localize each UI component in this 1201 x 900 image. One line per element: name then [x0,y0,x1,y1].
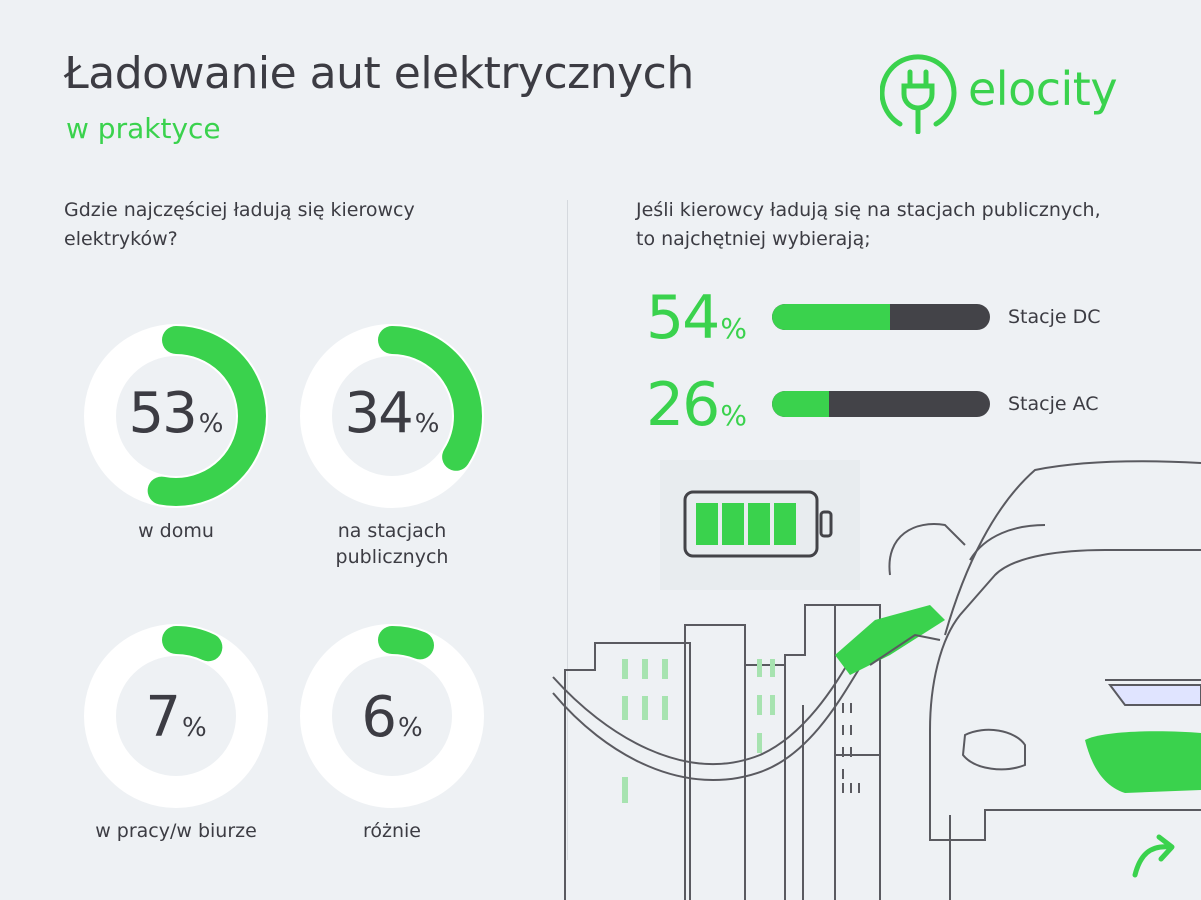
arrow-icon [1132,834,1175,878]
donut-label: na stacjach publicznych [335,520,449,568]
donut-arc [302,626,482,806]
city-skyline-illustration [564,604,881,900]
donut-value: 53% [128,381,224,446]
donut-label: różnie [362,820,421,842]
donut-value: 7% [145,685,207,750]
bar-label: Stacje AC [1008,393,1099,415]
car-illustration [888,460,1201,900]
donut-ring [300,624,484,808]
donut-item: 53% [84,324,268,512]
page-title: Ładowanie aut elektrycznych [64,48,694,99]
donut-label: w domu [138,520,214,542]
donut-value: 6% [361,685,423,750]
bar-track [772,304,990,330]
bar-fill [772,391,829,417]
city-window-dots [834,703,860,793]
bar-label: Stacje DC [1008,306,1101,328]
illustration [552,460,1201,900]
donut-arc [86,326,266,506]
bar-track [772,391,990,417]
donut-arc [302,326,482,506]
bar-fill [772,304,890,330]
donut-label: w pracy/w biurze [95,820,257,842]
page-subtitle: w praktyce [66,112,221,145]
car-grille [1085,731,1201,793]
charging-cable [552,659,860,781]
logo [880,54,957,134]
donut-ring [84,624,268,808]
donut-value: 34% [344,381,440,446]
divider [567,200,568,860]
charging-plug [835,605,945,675]
right-question: Jeśli kierowcy ładują się na stacjach pu… [636,199,1101,250]
bar-value: 26% [646,370,747,440]
battery-icon [660,460,860,590]
car-headlight [1108,684,1201,706]
donut-item: 6% [300,624,484,812]
logo-text: elocity [968,62,1118,116]
left-question: Gdzie najczęściej ładują się kierowcy el… [64,199,415,250]
donut-ring [300,324,484,508]
donut-item: 34% [300,324,484,512]
bar-value: 54% [646,283,747,353]
city-windows [622,659,775,803]
donut-ring [84,324,268,508]
plug-icon [880,54,957,134]
donut-arc [86,626,266,806]
donut-item: 7% [84,624,268,812]
